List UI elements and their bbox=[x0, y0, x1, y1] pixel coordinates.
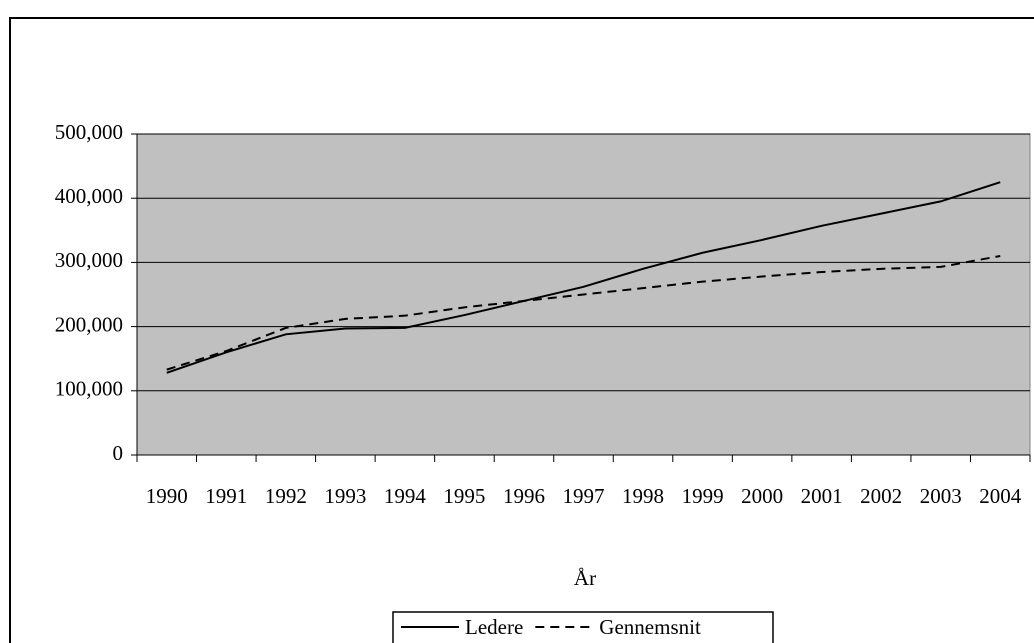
series-line bbox=[166, 254, 1001, 371]
x-tick-label: 2004 bbox=[979, 484, 1022, 508]
series-line bbox=[166, 181, 1001, 374]
x-tick-label: 1999 bbox=[682, 484, 724, 508]
x-tick-label: 1991 bbox=[205, 484, 247, 508]
x-tick-label: 1998 bbox=[622, 484, 664, 508]
x-tick-label: 2001 bbox=[801, 484, 843, 508]
y-tick-label: 200,000 bbox=[55, 312, 123, 336]
y-tick-label: 0 bbox=[113, 441, 124, 465]
x-tick-label: 1996 bbox=[503, 484, 545, 508]
x-tick-label: 1997 bbox=[563, 484, 605, 508]
x-tick-label: 1992 bbox=[265, 484, 307, 508]
x-tick-label: 2000 bbox=[741, 484, 783, 508]
x-tick-label: 2003 bbox=[920, 484, 962, 508]
x-tick-label: 1994 bbox=[384, 484, 427, 508]
x-tick-label: 2002 bbox=[860, 484, 902, 508]
x-axis-label: År bbox=[574, 566, 596, 590]
y-tick-label: 300,000 bbox=[55, 248, 123, 272]
x-tick-label: 1993 bbox=[324, 484, 366, 508]
x-tick-label: 1995 bbox=[443, 484, 485, 508]
y-tick-label: 100,000 bbox=[55, 377, 123, 401]
legend-label: Ledere bbox=[465, 615, 523, 639]
legend-label: Gennemsnit bbox=[599, 615, 701, 639]
y-tick-label: 500,000 bbox=[55, 120, 123, 144]
x-tick-label: 1990 bbox=[146, 484, 188, 508]
y-tick-label: 400,000 bbox=[55, 184, 123, 208]
